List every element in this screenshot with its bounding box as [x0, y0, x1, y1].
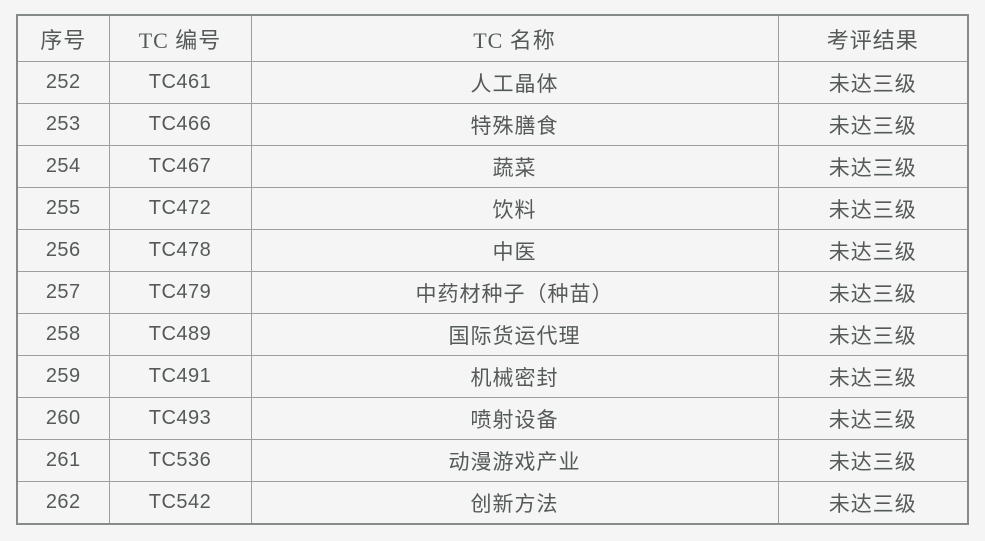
cell-name: 机械密封 — [251, 356, 778, 398]
table-header-row: 序号 TC 编号 TC 名称 考评结果 — [17, 15, 968, 62]
cell-code: TC478 — [109, 230, 251, 272]
header-result: 考评结果 — [778, 15, 968, 62]
cell-name: 动漫游戏产业 — [251, 440, 778, 482]
table-row: 254TC467蔬菜未达三级 — [17, 146, 968, 188]
header-code: TC 编号 — [109, 15, 251, 62]
header-name: TC 名称 — [251, 15, 778, 62]
evaluation-table: 序号 TC 编号 TC 名称 考评结果 252TC461人工晶体未达三级253T… — [16, 14, 969, 525]
cell-index: 260 — [17, 398, 109, 440]
cell-result: 未达三级 — [778, 146, 968, 188]
cell-result: 未达三级 — [778, 398, 968, 440]
cell-name: 饮料 — [251, 188, 778, 230]
cell-code: TC536 — [109, 440, 251, 482]
table-row: 261TC536动漫游戏产业未达三级 — [17, 440, 968, 482]
cell-index: 259 — [17, 356, 109, 398]
page: 序号 TC 编号 TC 名称 考评结果 252TC461人工晶体未达三级253T… — [0, 0, 985, 541]
cell-code: TC542 — [109, 482, 251, 525]
cell-result: 未达三级 — [778, 62, 968, 104]
cell-index: 257 — [17, 272, 109, 314]
cell-result: 未达三级 — [778, 482, 968, 525]
cell-code: TC479 — [109, 272, 251, 314]
table-row: 257TC479中药材种子（种苗）未达三级 — [17, 272, 968, 314]
table-body: 252TC461人工晶体未达三级253TC466特殊膳食未达三级254TC467… — [17, 62, 968, 525]
cell-result: 未达三级 — [778, 440, 968, 482]
cell-result: 未达三级 — [778, 188, 968, 230]
cell-name: 蔬菜 — [251, 146, 778, 188]
cell-name: 国际货运代理 — [251, 314, 778, 356]
cell-result: 未达三级 — [778, 230, 968, 272]
cell-code: TC493 — [109, 398, 251, 440]
cell-code: TC491 — [109, 356, 251, 398]
cell-name: 创新方法 — [251, 482, 778, 525]
cell-result: 未达三级 — [778, 272, 968, 314]
table-row: 259TC491机械密封未达三级 — [17, 356, 968, 398]
table-row: 256TC478中医未达三级 — [17, 230, 968, 272]
cell-index: 262 — [17, 482, 109, 525]
cell-code: TC467 — [109, 146, 251, 188]
cell-index: 253 — [17, 104, 109, 146]
cell-index: 255 — [17, 188, 109, 230]
table-row: 253TC466特殊膳食未达三级 — [17, 104, 968, 146]
cell-result: 未达三级 — [778, 314, 968, 356]
cell-code: TC461 — [109, 62, 251, 104]
cell-name: 特殊膳食 — [251, 104, 778, 146]
cell-name: 喷射设备 — [251, 398, 778, 440]
cell-code: TC466 — [109, 104, 251, 146]
table-row: 255TC472饮料未达三级 — [17, 188, 968, 230]
cell-code: TC472 — [109, 188, 251, 230]
cell-name: 中医 — [251, 230, 778, 272]
cell-name: 中药材种子（种苗） — [251, 272, 778, 314]
cell-code: TC489 — [109, 314, 251, 356]
table-head: 序号 TC 编号 TC 名称 考评结果 — [17, 15, 968, 62]
table-row: 262TC542创新方法未达三级 — [17, 482, 968, 525]
cell-result: 未达三级 — [778, 356, 968, 398]
cell-index: 256 — [17, 230, 109, 272]
cell-index: 258 — [17, 314, 109, 356]
cell-index: 252 — [17, 62, 109, 104]
table-row: 252TC461人工晶体未达三级 — [17, 62, 968, 104]
cell-result: 未达三级 — [778, 104, 968, 146]
cell-name: 人工晶体 — [251, 62, 778, 104]
cell-index: 261 — [17, 440, 109, 482]
table-row: 258TC489国际货运代理未达三级 — [17, 314, 968, 356]
table-row: 260TC493喷射设备未达三级 — [17, 398, 968, 440]
cell-index: 254 — [17, 146, 109, 188]
header-index: 序号 — [17, 15, 109, 62]
